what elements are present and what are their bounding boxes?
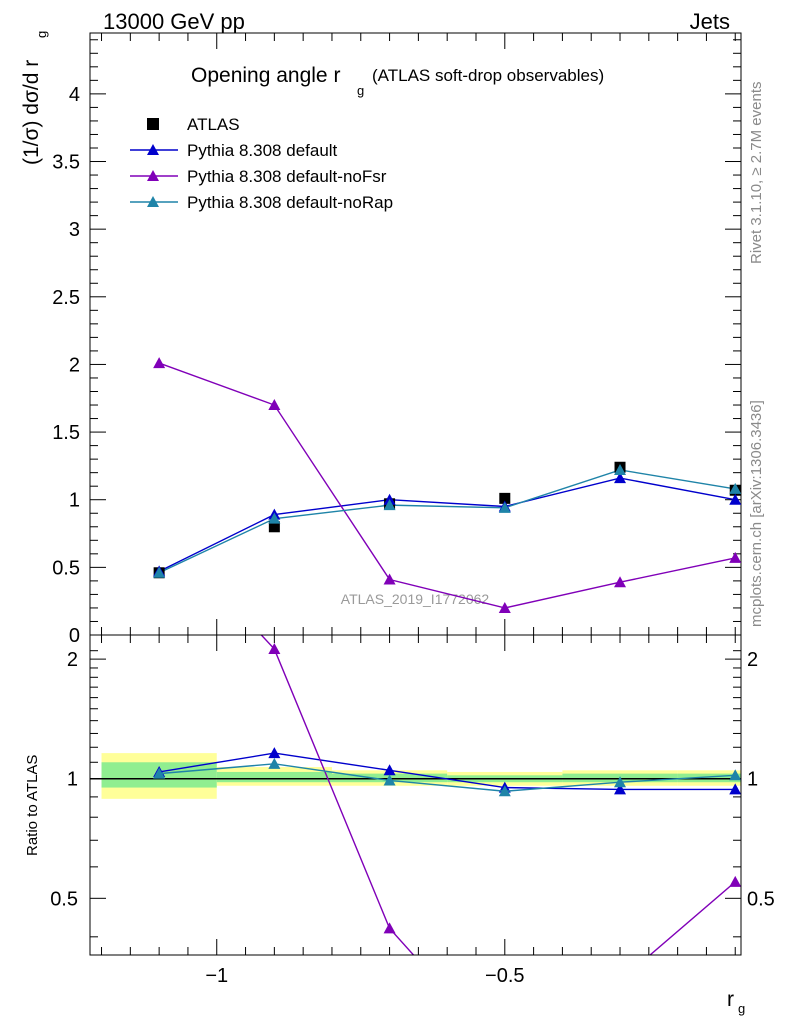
ratio-data-point (268, 643, 281, 655)
ratio-data-point (729, 875, 741, 887)
data-point-mc (383, 499, 396, 511)
data-point-mc (153, 566, 166, 578)
legend-marker-atlas (147, 118, 159, 130)
bottom-panel: 0.5 0.5 1 1 2 2 −1 −0.5 (50, 635, 775, 987)
legend-marker-mc (147, 170, 159, 181)
ratio-data-point (153, 767, 166, 779)
y-axis-label-subscript: g (34, 31, 49, 38)
ratio-data-point (383, 922, 396, 934)
y-tick-label: 2.5 (52, 287, 80, 309)
data-point-mc (383, 573, 396, 585)
ratio-tick-label-left: 0.5 (50, 888, 78, 910)
chart-title-extra: (ATLAS soft-drop observables) (372, 66, 604, 85)
process-label: Jets (690, 9, 730, 34)
legend-entry: Pythia 8.308 default-noRap (187, 193, 393, 212)
ratio-data-point (268, 747, 281, 759)
data-point-mc (614, 472, 627, 484)
ratio-tick-label-right: 2 (747, 649, 758, 671)
legend-marker-mc (147, 196, 159, 207)
data-point-mc (498, 601, 511, 613)
chart-title: Opening angle r (191, 64, 340, 87)
bottom-series (153, 519, 741, 986)
ratio-tick-label-right: 0.5 (747, 888, 775, 910)
data-point-mc (268, 399, 281, 411)
y-axis-label: (1/σ) dσ/d r (20, 60, 43, 165)
ratio-series-line (159, 763, 736, 792)
y-axis-label-group: (1/σ) dσ/d r (20, 60, 43, 165)
y-tick-label: 3.5 (52, 152, 80, 174)
data-point-mc (729, 482, 741, 494)
y-tick-label: 1 (69, 490, 80, 512)
legend-entry: Pythia 8.308 default (187, 141, 338, 160)
x-tick-label: −0.5 (485, 965, 524, 987)
ratio-tick-label-left: 2 (67, 649, 78, 671)
series-line (158, 469, 736, 574)
ratio-series-line (159, 752, 736, 791)
y-tick-label: 1.5 (52, 422, 80, 444)
energy-label: 13000 GeV pp (103, 9, 245, 34)
legend-entry: ATLAS (187, 115, 240, 134)
data-point-mc (153, 357, 166, 369)
y-tick-label: 0 (69, 625, 80, 647)
bottom-panel-frame (89, 634, 742, 956)
mcplots-label: mcplots.cern.ch [arXiv:1306.3436] (748, 400, 765, 627)
y-axis-label-sub-group: g (34, 31, 49, 38)
x-tick-label: −1 (205, 965, 228, 987)
ratio-data-point (614, 975, 626, 986)
data-point-mc (614, 463, 627, 475)
series-line (158, 362, 736, 609)
ratio-label-group: Ratio to ATLAS (24, 755, 41, 856)
x-axis-label: r (727, 988, 734, 1011)
y-tick-label: 2 (69, 354, 80, 376)
ratio-tick-label-right: 1 (747, 769, 758, 791)
data-point-mc (729, 493, 741, 505)
data-point-mc (498, 501, 511, 513)
ratio-tick-label-left: 1 (67, 769, 78, 791)
uncertainty-band-inner (216, 771, 332, 783)
ratio-data-point (153, 519, 165, 530)
chart-title-subscript: g (357, 83, 364, 98)
ratio-data-point (614, 783, 627, 795)
ratio-axis-label: Ratio to ATLAS (24, 755, 41, 856)
legend-entry: Pythia 8.308 default-noFsr (187, 167, 387, 186)
x-axis-label-subscript: g (738, 1001, 745, 1016)
ratio-data-point (383, 774, 396, 786)
data-point-atlas (499, 492, 511, 504)
data-point-mc (268, 512, 281, 524)
data-point-atlas (268, 521, 280, 533)
y-tick-label: 4 (69, 84, 80, 106)
rivet-label: Rivet 3.1.10, ≥ 2.7M events (748, 82, 765, 265)
y-tick-label: 3 (69, 219, 80, 241)
uncertainty-band-inner (677, 773, 741, 783)
mcplots-label-group: mcplots.cern.ch [arXiv:1306.3436] (748, 400, 765, 627)
top-series (153, 357, 741, 613)
series-line (158, 477, 736, 573)
data-point-mc (729, 551, 741, 563)
y-tick-label: 0.5 (52, 557, 80, 579)
ratio-data-point (383, 764, 396, 776)
legend: ATLAS Pythia 8.308 default Pythia 8.308 de… (130, 115, 393, 212)
ratio-data-point (729, 783, 741, 795)
ratio-bands (101, 753, 741, 799)
ratio-data-point (498, 785, 511, 797)
data-point-mc (614, 576, 627, 588)
ratio-data-point (268, 757, 281, 769)
ratio-data-point (614, 776, 627, 788)
top-panel: 0 0.5 1 1.5 2 2.5 3 3.5 4 (52, 33, 741, 647)
ratio-data-point (729, 769, 741, 781)
rivet-label-group: Rivet 3.1.10, ≥ 2.7M events (748, 82, 765, 265)
legend-marker-mc (147, 144, 159, 155)
